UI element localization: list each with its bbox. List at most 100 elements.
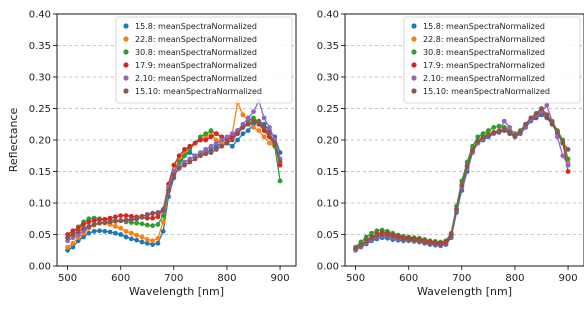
data-point [182, 147, 187, 152]
data-point [118, 225, 124, 231]
y-tick-label: 0.30 [317, 73, 339, 84]
legend-entry-label: 15.10: meanSpectraNormalized [135, 87, 262, 96]
data-point [203, 151, 209, 157]
data-point [150, 215, 156, 221]
data-point [411, 237, 417, 243]
data-point [160, 213, 166, 219]
x-tick-label: 900 [271, 273, 290, 284]
data-point [395, 235, 401, 241]
data-point [150, 223, 156, 229]
data-point [224, 134, 230, 140]
data-point [81, 222, 86, 227]
legend-marker [411, 88, 417, 94]
data-point [224, 140, 230, 146]
data-point [475, 138, 481, 144]
data-point [208, 143, 214, 149]
chart-panel-1: 0.00 0.05 0.10 0.15 0.20 0.25 0.30 0.35 0.40 500 6… [7, 10, 297, 298]
data-point [555, 130, 560, 135]
data-point [272, 140, 278, 146]
data-point [113, 218, 118, 224]
data-point [203, 137, 209, 143]
data-point [443, 240, 449, 246]
data-point [501, 127, 507, 133]
data-point [245, 121, 251, 127]
data-point [166, 188, 171, 193]
data-point [187, 143, 193, 149]
data-point [203, 147, 209, 152]
data-point [208, 150, 214, 156]
legend-entry-label: 22.8: meanSpectraNormalized [135, 35, 257, 44]
data-point [70, 244, 76, 250]
data-point [369, 235, 374, 241]
data-point [251, 109, 256, 115]
y-tick-label: 0.40 [317, 10, 339, 21]
legend-marker [123, 49, 129, 55]
data-point [65, 235, 71, 241]
data-point [385, 232, 390, 238]
data-point [139, 234, 145, 240]
data-point [91, 218, 97, 224]
data-point [150, 238, 156, 244]
data-point [229, 137, 235, 143]
data-point [219, 137, 225, 143]
data-point [496, 128, 502, 134]
data-point [65, 244, 71, 250]
x-tick-label: 500 [58, 273, 77, 284]
data-point [523, 121, 528, 127]
legend-entry-label: 2.10: meanSpectraNormalized [135, 74, 257, 83]
data-point [353, 245, 359, 251]
data-point [144, 212, 150, 218]
data-point [363, 234, 369, 240]
data-point [454, 206, 459, 212]
data-point [81, 225, 86, 231]
data-point [533, 111, 539, 116]
data-point [107, 219, 113, 225]
data-point [91, 228, 97, 234]
data-point [229, 131, 235, 137]
data-point [496, 123, 502, 129]
data-point [267, 131, 272, 137]
data-point [560, 140, 566, 145]
data-point [213, 140, 219, 146]
legend-entry-label: 22.8: meanSpectraNormalized [423, 35, 545, 44]
data-point [86, 230, 92, 236]
legend-entry-label: 30.8: meanSpectraNormalized [423, 48, 545, 57]
legend-marker [123, 75, 129, 81]
legend-marker [123, 23, 129, 29]
legend-entry-label: 17.9: meanSpectraNormalized [423, 61, 545, 70]
plot-frame [344, 13, 584, 267]
data-point [134, 232, 140, 238]
series-line-5 [355, 104, 569, 251]
data-point [171, 162, 177, 168]
data-point [198, 137, 203, 143]
data-point [160, 228, 166, 234]
y-tick-label: 0.20 [317, 136, 339, 147]
data-point [134, 237, 140, 243]
y-tick-label: 0.15 [29, 167, 51, 178]
chart-panel-2: 0.00 0.05 0.10 0.15 0.20 0.25 0.30 0.35 0.40 500 6… [317, 10, 584, 298]
data-point [155, 222, 161, 227]
data-point [416, 238, 422, 244]
data-point [102, 228, 108, 234]
data-point [182, 153, 187, 159]
legend-marker [123, 62, 129, 68]
data-point [198, 153, 203, 159]
legend-marker [411, 75, 417, 81]
data-point [422, 239, 428, 245]
data-point [86, 223, 92, 229]
legend: 15.8: meanSpectraNormalized 22.8: meanSpe… [115, 16, 293, 104]
data-point [245, 128, 251, 133]
data-point [528, 115, 534, 121]
legend-marker [123, 36, 129, 42]
data-point [512, 133, 518, 138]
data-point [155, 210, 161, 216]
data-point [139, 213, 145, 219]
y-tick-label: 0.25 [29, 104, 51, 115]
data-point [155, 214, 161, 220]
y-tick-label: 0.40 [29, 10, 51, 21]
data-point [565, 147, 571, 152]
data-point [123, 228, 129, 234]
data-point [150, 242, 156, 247]
x-tick-label: 500 [346, 273, 365, 284]
x-tick-label: 700 [452, 273, 471, 284]
